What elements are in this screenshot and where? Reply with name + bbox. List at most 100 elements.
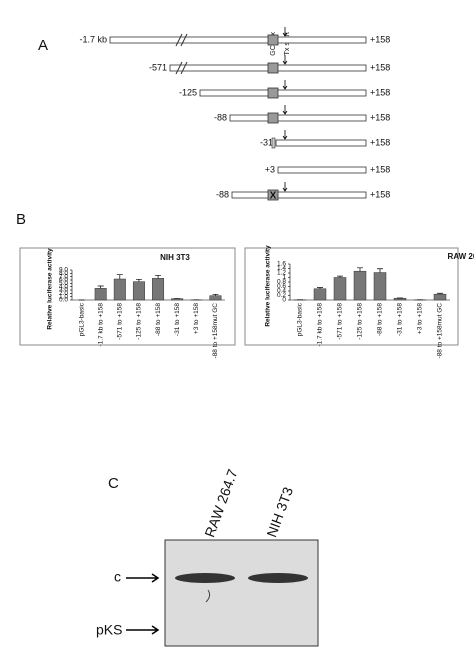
construct-start: -1.7 kb: [79, 34, 107, 44]
bar: [113, 278, 126, 301]
construct-end: +158: [370, 164, 390, 174]
band-label: pKS: [96, 622, 122, 638]
gel-band: [248, 573, 308, 583]
gc-box-fragment: [271, 137, 276, 149]
gc-box: [267, 34, 279, 46]
x-tick-label: -88 to +158: [155, 303, 162, 336]
x-tick-label: -88 to +158mut GC: [437, 303, 444, 359]
construct-end: +158: [370, 137, 390, 147]
x-tick-label: +3 to +158: [193, 303, 200, 334]
y-tick-label: 0.6: [277, 283, 286, 290]
bar: [353, 270, 367, 301]
tx-start-arrow: [282, 105, 288, 115]
y-tick-label: 7.0: [59, 273, 68, 280]
bar: [94, 288, 107, 301]
y-tick-label: 1: [282, 274, 286, 281]
gc-box: [267, 189, 279, 201]
mutation-mark: X: [270, 191, 277, 202]
error-bar: [317, 287, 323, 289]
gc-box: [267, 112, 279, 124]
error-bar: [212, 293, 219, 296]
x-tick-label: -1.7 kb to +158: [317, 303, 324, 347]
construct-end: +158: [370, 62, 390, 72]
construct-bar: [229, 114, 367, 122]
band-label: c: [114, 569, 121, 585]
bar: [313, 288, 327, 301]
break-mark: [175, 61, 188, 75]
bar: [433, 293, 447, 301]
construct-end: +158: [370, 189, 390, 199]
break-mark: [175, 33, 188, 47]
error-bar: [337, 275, 343, 278]
panel-label: A: [38, 37, 48, 54]
y-tick-label: 4.0: [59, 283, 68, 290]
x-tick-label: -88 to +158mut GC: [212, 303, 219, 359]
y-tick-label: 1.0: [59, 293, 68, 300]
gc-box: [267, 62, 279, 74]
y-axis-label: Relative luciferase activity: [47, 248, 54, 330]
chart-title: RAW 264.7: [448, 252, 474, 261]
x-tick-label: -31 to +158: [174, 303, 181, 336]
y-tick-label: 0.4: [277, 288, 286, 295]
x-tick-label: -31 to +158: [397, 303, 404, 336]
x-tick-label: pGL3-basic: [297, 302, 304, 336]
y-tick-label: 8.0: [59, 270, 68, 277]
y-tick-label: 0.2: [277, 292, 286, 299]
band-arrow: [126, 625, 160, 635]
tx-start-arrow: [282, 182, 288, 192]
construct-end: +158: [370, 34, 390, 44]
x-tick-label: +3 to +158: [417, 303, 424, 334]
x-tick-label: -88 to +158: [377, 303, 384, 336]
lane-label: RAW 264.7: [201, 467, 240, 539]
construct-bar: [231, 191, 367, 199]
construct-bar: [199, 89, 367, 97]
bar: [333, 277, 347, 301]
tx-start-label: Tx start: [284, 32, 291, 55]
bar: [152, 278, 165, 301]
y-tick-label: 3.0: [59, 287, 68, 294]
construct-start: -88: [216, 189, 229, 199]
construct-bar: [109, 36, 367, 44]
construct-start: -31: [260, 137, 273, 147]
x-tick-label: -1.7 kb to +158: [97, 303, 104, 347]
construct-start: -88: [214, 112, 227, 122]
error-bar: [377, 268, 383, 273]
y-tick-label: 0.8: [277, 279, 286, 286]
tx-start-arrow: [282, 55, 288, 65]
bar: [209, 295, 222, 301]
chart-title: NIH 3T3: [160, 253, 190, 262]
x-tick-label: -125 to +158: [136, 303, 143, 340]
gel-artifact: [205, 589, 211, 603]
tx-start-arrow: [282, 27, 288, 37]
construct-end: +158: [370, 87, 390, 97]
error-bar: [437, 292, 443, 295]
tx-start-arrow: [282, 80, 288, 90]
bar: [132, 281, 145, 301]
y-tick-label: 1.2: [277, 270, 286, 277]
x-tick-label: -571 to +158: [117, 303, 124, 340]
error-bar: [357, 267, 363, 272]
y-tick-label: 9.0: [59, 267, 68, 274]
chart-frame: [244, 247, 459, 346]
error-bar: [97, 285, 104, 289]
construct-bar: [275, 139, 367, 147]
construct-bar: [277, 166, 367, 174]
construct-start: -571: [149, 62, 167, 72]
construct-start: +3: [265, 164, 275, 174]
error-bar: [116, 274, 123, 279]
panel-label: B: [16, 211, 26, 228]
error-bar: [155, 274, 162, 279]
lane-label: NIH 3T3: [263, 485, 296, 540]
y-tick-label: 0.0: [59, 297, 68, 304]
error-bar: [135, 278, 142, 282]
y-tick-label: 2.0: [59, 290, 68, 297]
y-tick-label: 1.6: [277, 261, 286, 268]
band-arrow: [126, 573, 160, 583]
y-tick-label: 5.0: [59, 280, 68, 287]
bar: [373, 272, 387, 301]
x-tick-label: pGL3-basic: [78, 302, 85, 336]
panel-label: C: [108, 475, 119, 492]
gc-box: [267, 87, 279, 99]
chart-frame: [19, 247, 236, 346]
gel-band: [175, 573, 235, 583]
